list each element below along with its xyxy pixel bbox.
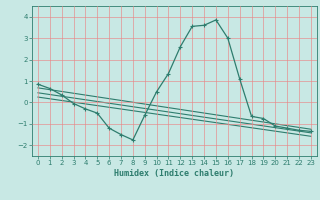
X-axis label: Humidex (Indice chaleur): Humidex (Indice chaleur) <box>115 169 234 178</box>
